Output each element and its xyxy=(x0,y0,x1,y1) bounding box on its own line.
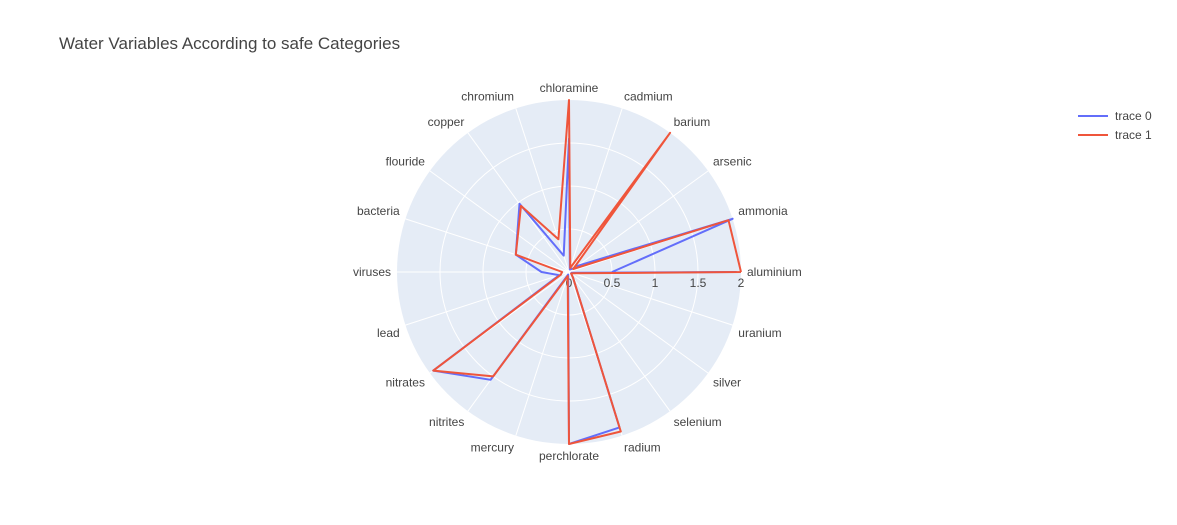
angular-label-barium: barium xyxy=(674,115,711,129)
radial-tick-label: 0.5 xyxy=(604,276,621,290)
angular-label-selenium: selenium xyxy=(674,415,722,429)
angular-label-copper: copper xyxy=(428,115,465,129)
angular-label-ammonia: ammonia xyxy=(738,204,788,218)
radial-tick-label: 2 xyxy=(738,276,745,290)
angular-grid-line xyxy=(568,271,733,326)
angular-grid-line xyxy=(429,170,570,273)
angular-label-arsenic: arsenic xyxy=(713,154,752,168)
legend-label: trace 0 xyxy=(1115,108,1152,123)
chart-title: Water Variables According to safe Catego… xyxy=(59,34,401,53)
angular-grid-line xyxy=(405,218,570,273)
series-line-1[interactable] xyxy=(432,99,742,445)
angular-label-uranium: uranium xyxy=(738,326,781,340)
radial-tick-label: 1 xyxy=(652,276,659,290)
traces[interactable] xyxy=(432,99,742,445)
angular-label-bacteria: bacteria xyxy=(357,204,400,218)
legend-item-0[interactable]: trace 0 xyxy=(1078,106,1152,125)
angular-grid-line xyxy=(467,132,570,273)
angular-label-nitrates: nitrates xyxy=(386,376,425,390)
radial-tick-label: 1.5 xyxy=(690,276,707,290)
angular-grid-line xyxy=(568,170,709,273)
angular-label-silver: silver xyxy=(713,376,741,390)
legend[interactable]: trace 0 trace 1 xyxy=(1078,106,1152,144)
angular-label-chromium: chromium xyxy=(461,90,514,104)
legend-item-1[interactable]: trace 1 xyxy=(1078,125,1152,144)
angular-label-chloramine: chloramine xyxy=(540,81,599,95)
angular-grid-line xyxy=(568,271,671,412)
angular-grid-line xyxy=(568,271,709,374)
angular-label-lead: lead xyxy=(377,326,400,340)
angular-label-flouride: flouride xyxy=(386,154,426,168)
angular-grid-line xyxy=(515,108,570,273)
angular-grid-line xyxy=(568,108,623,273)
angular-label-radium: radium xyxy=(624,440,661,454)
angular-label-cadmium: cadmium xyxy=(624,90,673,104)
angular-grid-line xyxy=(405,271,570,326)
angular-grid-line xyxy=(515,271,570,436)
angular-label-mercury: mercury xyxy=(471,440,514,454)
angular-label-nitrites: nitrites xyxy=(429,415,464,429)
legend-label: trace 1 xyxy=(1115,127,1152,142)
legend-swatch xyxy=(1078,133,1108,136)
angular-label-perchlorate: perchlorate xyxy=(539,449,599,463)
legend-swatch xyxy=(1078,114,1108,117)
angular-label-viruses: viruses xyxy=(353,265,391,279)
angular-label-aluminium: aluminium xyxy=(747,265,802,279)
